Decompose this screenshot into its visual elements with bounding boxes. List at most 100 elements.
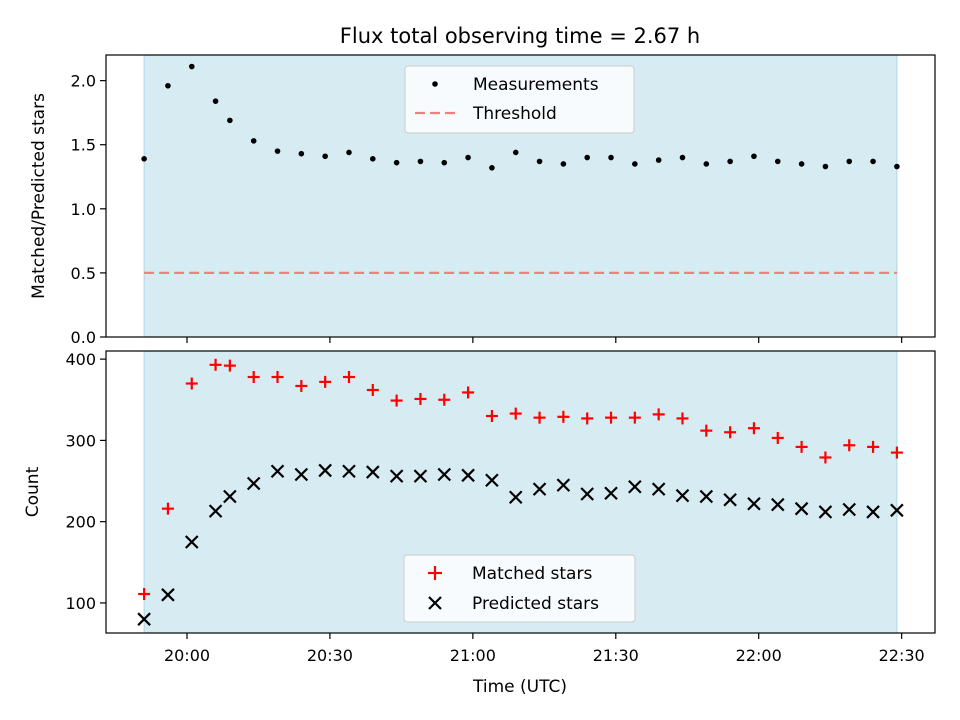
predicted-star-point <box>437 467 452 482</box>
predicted-star-point <box>246 476 261 491</box>
count-x-ticks: 20:00 20:30 21:00 21:30 22:00 22:30 <box>164 633 925 665</box>
y-tick-label: 200 <box>65 513 96 532</box>
measurement-point <box>512 149 519 156</box>
predicted-star-point <box>723 492 737 507</box>
predicted-marker-b <box>794 501 809 516</box>
predicted-star-point <box>413 469 428 483</box>
measurement-point <box>188 63 195 70</box>
matched-star-point <box>747 422 760 435</box>
predicted-star-point <box>223 489 237 504</box>
predicted-marker-b <box>723 492 737 507</box>
measurement-point <box>370 156 376 162</box>
matched-star-point <box>209 358 222 371</box>
chart-title: Flux total observing time = 2.67 h <box>340 24 700 48</box>
count-legend-box <box>403 554 636 623</box>
x-tick-label: 20:30 <box>307 646 353 665</box>
matched-star-point <box>390 394 403 407</box>
predicted-star-point <box>604 486 618 500</box>
y-tick-label: 300 <box>65 431 96 450</box>
predicted-star-point <box>389 469 404 483</box>
predicted-marker-b <box>818 505 833 519</box>
predicted-star-point <box>294 467 309 482</box>
measurement-point <box>141 156 147 162</box>
measurement-point <box>798 161 805 167</box>
predicted-star-point <box>866 505 880 519</box>
predicted-marker-b <box>770 497 785 512</box>
matched-star-point <box>414 392 427 405</box>
predicted-marker-b <box>532 482 547 496</box>
measurement-point <box>417 158 424 165</box>
matched-star-point <box>366 384 379 397</box>
matched-star-point <box>509 407 522 420</box>
measurement-point <box>322 153 328 160</box>
matched-star-point <box>628 411 641 424</box>
measurement-point <box>393 159 400 166</box>
matched-star-point <box>295 379 308 392</box>
matched-star-point <box>342 371 355 384</box>
matched-star-point <box>843 439 856 452</box>
y-tick-label: 0.5 <box>71 264 96 283</box>
predicted-marker-b <box>246 476 261 491</box>
measurement-point <box>632 161 638 167</box>
count-y-axis-label: Count <box>23 466 43 517</box>
predicted-marker-b <box>208 504 223 518</box>
measurement-point <box>441 159 448 166</box>
predicted-marker-b <box>366 465 380 479</box>
predicted-star-point <box>161 588 175 602</box>
predicted-marker-b <box>699 489 714 504</box>
predicted-marker-b <box>461 468 475 483</box>
measurement-point <box>536 158 543 165</box>
predicted-star-point <box>842 502 857 517</box>
matched-star-point <box>271 371 284 384</box>
x-tick-label: 22:30 <box>879 646 925 665</box>
predicted-star-point <box>184 535 199 549</box>
legend-predicted-marker <box>428 596 442 610</box>
measurement-point <box>846 158 853 165</box>
predicted-star-point <box>137 612 151 626</box>
x-tick-label: 20:00 <box>164 646 210 665</box>
predicted-star-point <box>532 482 547 496</box>
predicted-marker-b <box>223 489 237 504</box>
predicted-star-point <box>794 501 809 516</box>
y-tick-label: 0.0 <box>71 328 96 347</box>
ratio-y-axis-label: Matched/Predicted stars <box>29 93 49 299</box>
predicted-marker-b <box>508 490 523 505</box>
legend-threshold-label: Threshold <box>472 104 557 124</box>
predicted-star-point <box>208 504 223 518</box>
measurement-point <box>489 165 495 171</box>
y-tick-label: 2.0 <box>71 72 96 91</box>
predicted-star-point <box>556 478 571 492</box>
measurement-point <box>584 154 591 161</box>
predicted-star-point <box>747 497 761 511</box>
matched-star-point <box>605 411 618 424</box>
predicted-marker-b <box>842 502 857 517</box>
predicted-marker-b <box>389 469 404 483</box>
matched-star-point <box>185 377 198 390</box>
measurement-point <box>250 138 257 144</box>
matched-star-point <box>581 412 594 425</box>
matched-star-point <box>223 359 236 372</box>
x-tick-label: 22:00 <box>736 646 782 665</box>
legend-predicted-label: Predicted stars <box>472 594 599 614</box>
measurement-point <box>465 154 471 161</box>
x-axis-label: Time (UTC) <box>472 677 567 697</box>
ratio-y-ticks: 0.0 0.5 1.0 1.5 2.0 <box>71 72 106 347</box>
predicted-star-point <box>890 503 904 518</box>
matched-star-point <box>819 451 832 464</box>
matched-star-point <box>462 386 475 399</box>
predicted-star-point <box>770 497 785 512</box>
count-panel: 100 200 300 400 20:00 20:30 21:00 21:30 22:00 22… <box>23 350 936 697</box>
measurement-point <box>703 161 710 167</box>
measurement-point <box>212 98 219 104</box>
count-points <box>137 358 904 626</box>
matched-star-point <box>247 371 260 384</box>
predicted-marker-b <box>651 482 666 496</box>
measurement-point <box>560 161 567 167</box>
predicted-marker-b <box>413 469 428 483</box>
measurement-point <box>608 154 614 161</box>
matched-star-point <box>700 424 713 437</box>
predicted-marker-b <box>437 467 452 482</box>
measurement-point <box>894 163 900 170</box>
predicted-marker-b <box>556 478 571 492</box>
